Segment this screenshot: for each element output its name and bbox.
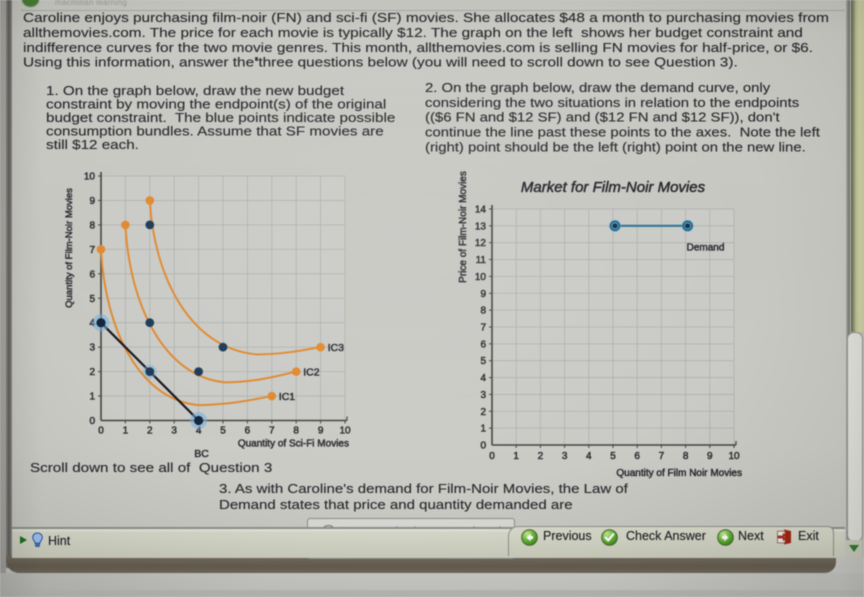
svg-text:0: 0 <box>489 451 495 462</box>
svg-text:8: 8 <box>480 306 486 317</box>
svg-text:5: 5 <box>220 426 226 437</box>
svg-text:13: 13 <box>475 221 487 232</box>
svg-text:1: 1 <box>123 426 129 437</box>
svg-text:6: 6 <box>245 426 251 437</box>
svg-text:1: 1 <box>513 451 519 462</box>
svg-text:7: 7 <box>659 451 665 462</box>
svg-text:5: 5 <box>610 451 616 462</box>
svg-text:9: 9 <box>480 289 486 300</box>
svg-text:4: 4 <box>89 318 95 329</box>
svg-text:0: 0 <box>89 416 95 427</box>
svg-text:3: 3 <box>171 426 177 437</box>
svg-text:0: 0 <box>480 441 486 452</box>
svg-text:IC2: IC2 <box>303 367 320 379</box>
svg-text:6: 6 <box>89 269 95 280</box>
svg-text:Quantity of Sci-Fi Movies: Quantity of Sci-Fi Movies <box>238 439 349 450</box>
svg-text:8: 8 <box>89 220 95 231</box>
svg-text:4: 4 <box>196 426 202 437</box>
svg-text:BC: BC <box>194 448 209 460</box>
svg-text:1: 1 <box>480 424 486 435</box>
svg-text:9: 9 <box>707 451 713 462</box>
svg-text:12: 12 <box>475 238 487 249</box>
svg-text:6: 6 <box>480 339 486 350</box>
svg-text:4: 4 <box>480 373 486 384</box>
svg-text:3: 3 <box>89 343 95 354</box>
svg-text:2: 2 <box>480 407 486 418</box>
svg-text:IC3: IC3 <box>328 342 345 354</box>
svg-text:9: 9 <box>89 196 95 207</box>
svg-text:2: 2 <box>89 367 95 378</box>
svg-text:7: 7 <box>89 245 95 256</box>
svg-text:2: 2 <box>147 426 153 437</box>
svg-text:Market for Film-Noir Movies: Market for Film-Noir Movies <box>521 179 706 196</box>
svg-text:Quantity of Film-Noir Movies: Quantity of Film-Noir Movies <box>64 188 75 308</box>
svg-text:0: 0 <box>98 426 104 437</box>
svg-text:9: 9 <box>318 426 324 437</box>
svg-text:7: 7 <box>480 322 486 333</box>
svg-text:IC1: IC1 <box>279 391 296 403</box>
svg-text:5: 5 <box>480 356 486 367</box>
svg-text:Quantity of Film Noir Movies: Quantity of Film Noir Movies <box>616 468 742 479</box>
svg-text:10: 10 <box>339 426 351 437</box>
svg-text:8: 8 <box>683 451 689 462</box>
svg-text:3: 3 <box>562 451 568 462</box>
svg-text:5: 5 <box>89 294 95 305</box>
svg-text:1: 1 <box>89 392 95 403</box>
svg-text:3: 3 <box>480 390 486 401</box>
svg-text:4: 4 <box>586 451 592 462</box>
svg-text:Demand: Demand <box>687 242 725 253</box>
svg-text:14: 14 <box>475 204 487 215</box>
svg-text:Price of Film-Noir Movies: Price of Film-Noir Movies <box>458 171 469 283</box>
svg-text:8: 8 <box>293 426 299 437</box>
svg-text:6: 6 <box>634 451 640 462</box>
svg-text:2: 2 <box>538 451 544 462</box>
svg-text:10: 10 <box>475 272 487 283</box>
svg-text:10: 10 <box>84 172 96 183</box>
svg-text:10: 10 <box>728 451 740 462</box>
svg-text:7: 7 <box>269 426 275 437</box>
svg-text:11: 11 <box>476 255 487 266</box>
